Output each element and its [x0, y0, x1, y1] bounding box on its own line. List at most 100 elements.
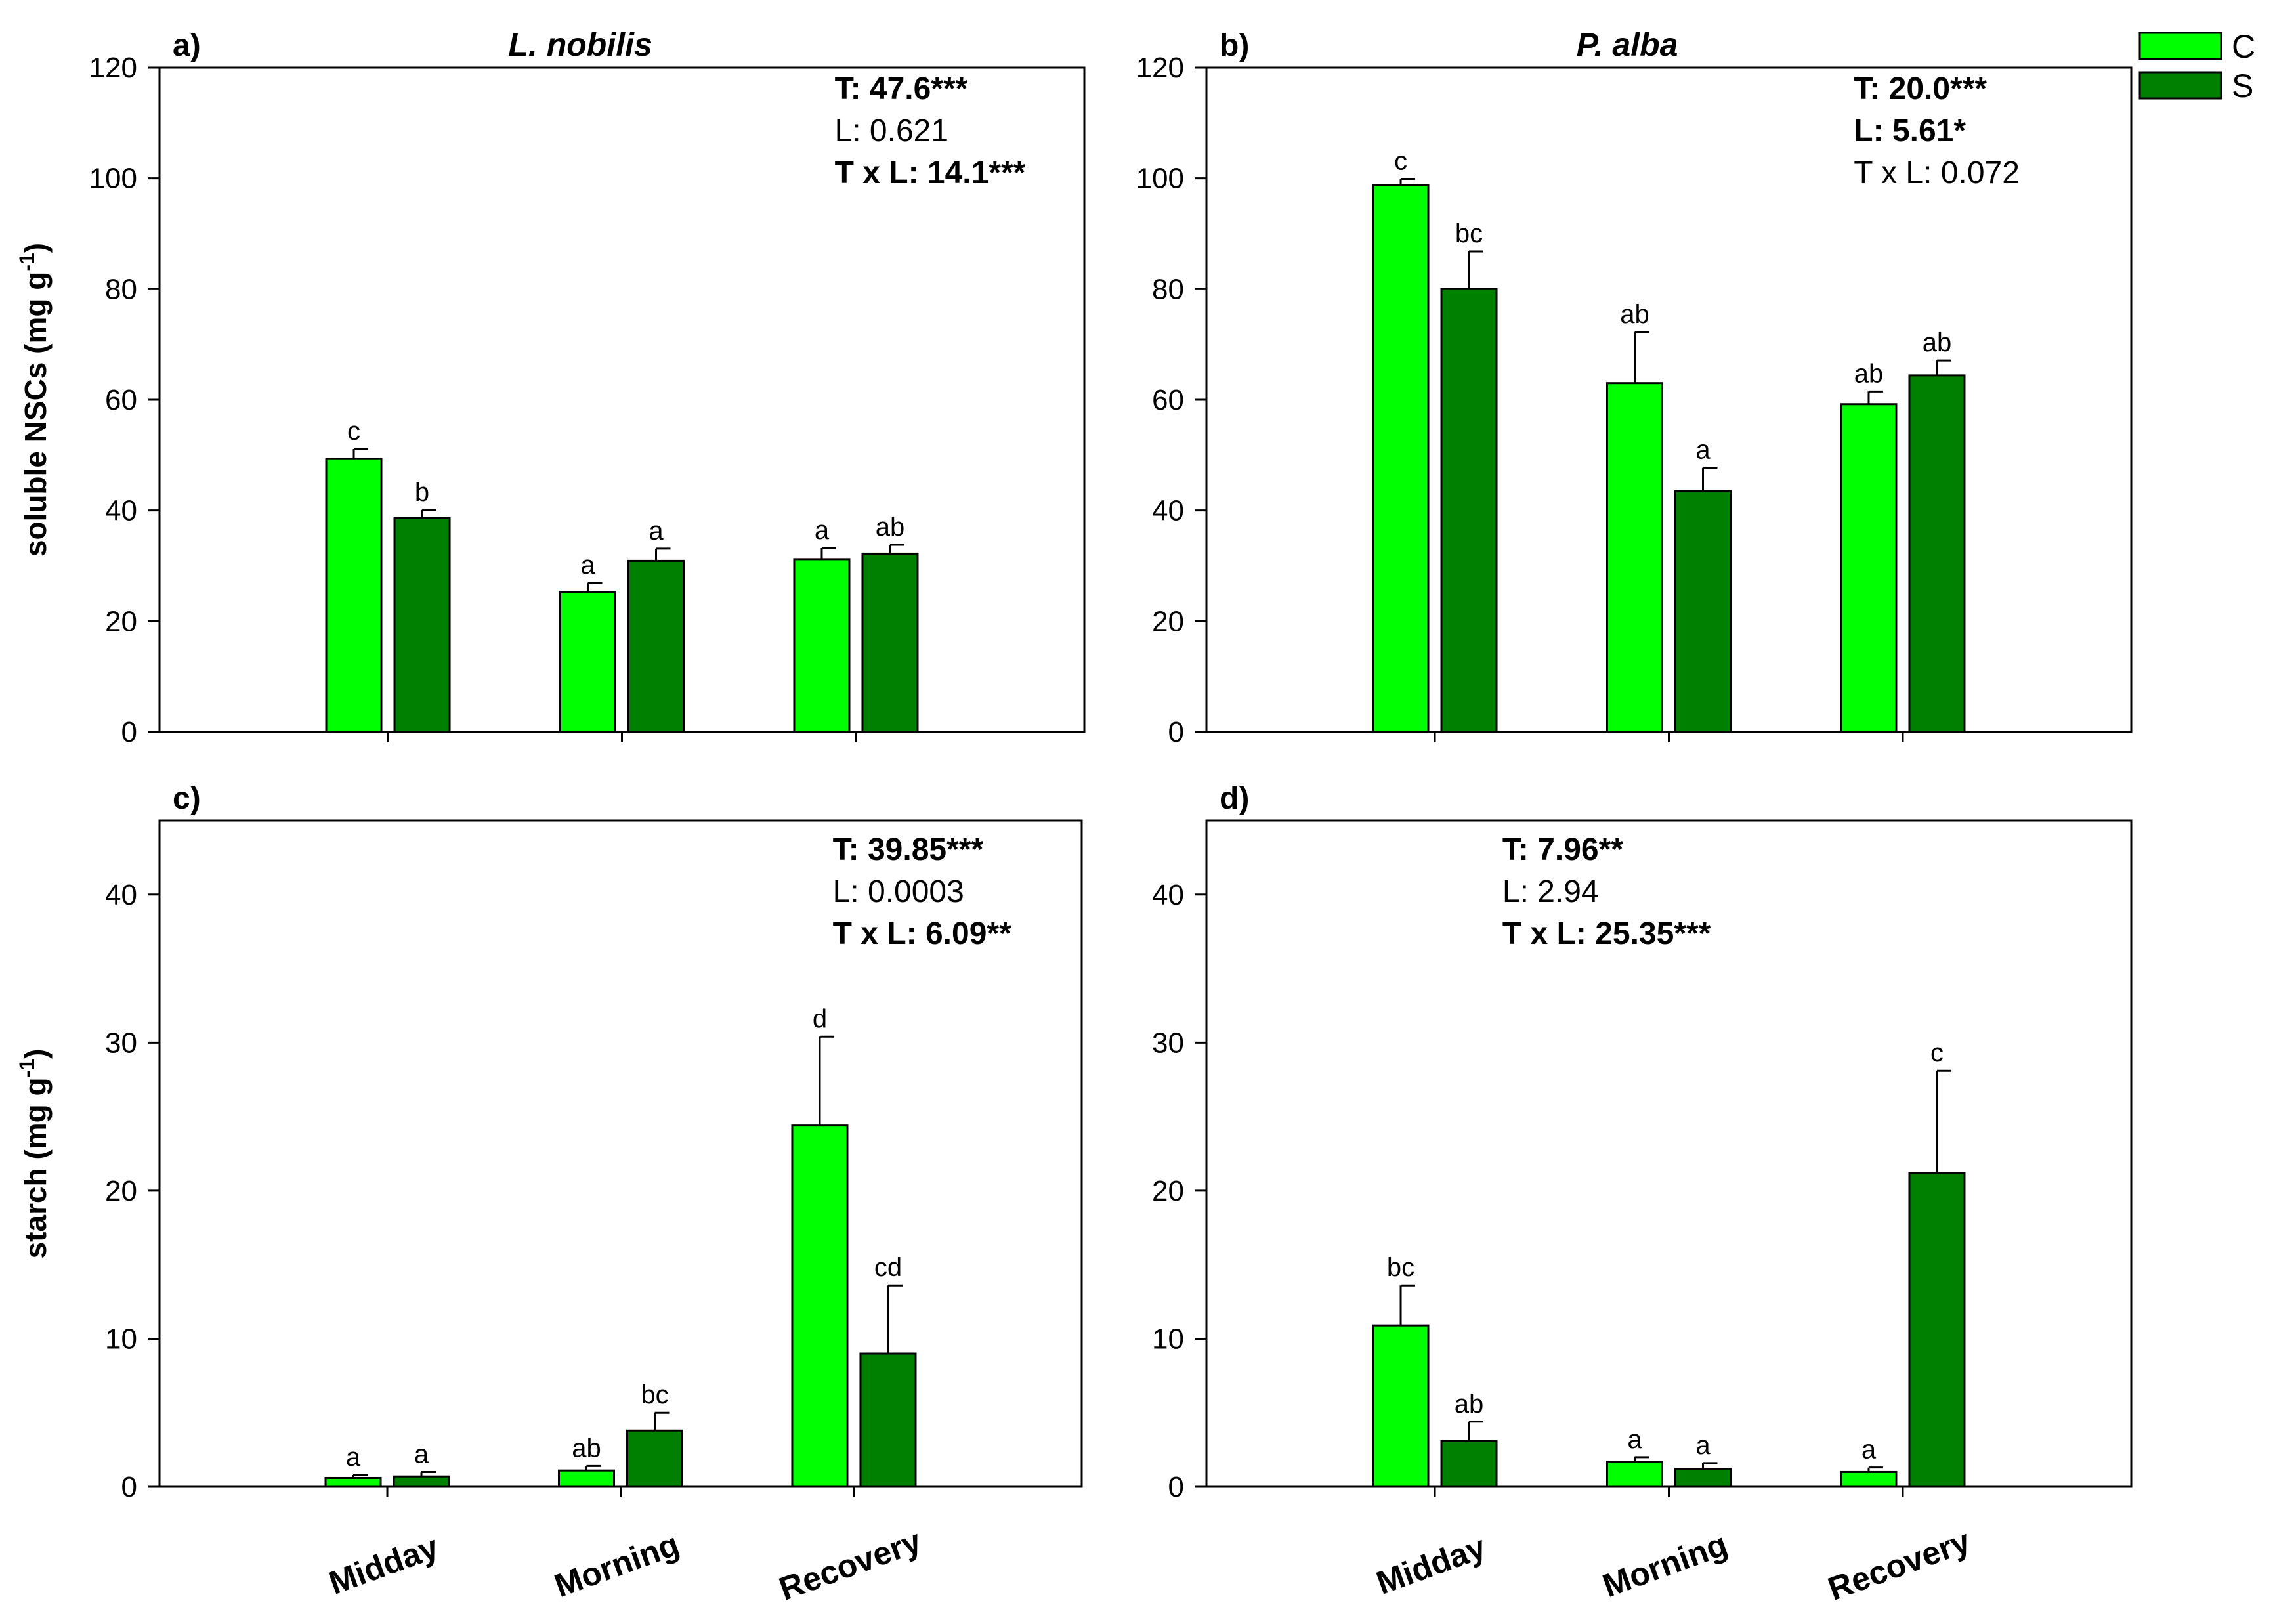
bar-C-recovery: [1840, 1470, 1898, 1488]
bar-S-midday: [1440, 288, 1498, 733]
y-tick-label: 80: [1152, 273, 1184, 305]
legend: CS: [2138, 28, 2255, 104]
panel-label: c): [173, 781, 201, 816]
x-category-label: Morning: [549, 1526, 683, 1604]
y-tick-label: 10: [105, 1323, 137, 1355]
stat-line: T: 7.96**: [1502, 832, 1623, 867]
legend-swatch-C: [2138, 32, 2222, 60]
significance-letter: cd: [874, 1253, 902, 1282]
bar-C-recovery: [1840, 403, 1898, 733]
bar-C-morning: [559, 591, 616, 733]
y-tick-label: 40: [1152, 879, 1184, 911]
bar-S-morning: [1674, 1468, 1732, 1488]
y-axis-label-main: starch (mg g: [18, 1077, 53, 1258]
significance-letter: a: [1695, 436, 1711, 465]
panel-title: P. alba: [1577, 26, 1678, 63]
y-tick-label: 120: [1136, 52, 1184, 84]
bar-C-morning: [1606, 1461, 1663, 1488]
stat-line: T: 47.6***: [835, 72, 968, 106]
panel-c: 0 10 20 30 40 c) starch (mg g-1) a a Midday ab bc Mo…: [15, 781, 1083, 1608]
y-axis-label: starch (mg g-1): [15, 1049, 53, 1259]
bar-S-recovery: [861, 552, 919, 733]
significance-letter: ab: [1923, 328, 1952, 357]
legend-swatch-S: [2138, 71, 2222, 100]
x-category-label: Recovery: [1823, 1522, 1975, 1608]
significance-letter: a: [1627, 1425, 1642, 1454]
bar-C-recovery: [793, 558, 851, 733]
significance-letter: c: [1930, 1038, 1944, 1067]
significance-letter: bc: [1387, 1253, 1414, 1282]
stat-line: T: 20.0***: [1854, 72, 1987, 106]
y-axis-label-close: ): [18, 1049, 53, 1059]
y-tick-label: 30: [105, 1027, 137, 1059]
significance-letter: a: [1861, 1436, 1877, 1464]
significance-letter: bc: [1455, 219, 1483, 248]
y-tick-label: 10: [1152, 1323, 1184, 1355]
significance-letter: b: [415, 478, 429, 507]
y-tick-label: 100: [1136, 163, 1184, 195]
y-tick-label: 80: [105, 273, 137, 305]
panel-label: b): [1220, 28, 1249, 63]
y-tick-label: 60: [105, 384, 137, 416]
y-tick-label: 120: [89, 52, 137, 84]
y-axis-label-sup: -1: [15, 1059, 39, 1077]
panel-a: 0 20 40 60 80 100 120 a) L. nobilis soluble NSCs …: [15, 26, 1086, 748]
y-tick-label: 0: [121, 1471, 137, 1503]
significance-letter: bc: [641, 1380, 668, 1409]
legend-label: S: [2232, 68, 2253, 104]
y-tick-label: 20: [1152, 1175, 1184, 1207]
y-tick-label: 40: [105, 879, 137, 911]
bar-S-recovery: [1908, 1172, 1966, 1488]
y-axis-label: soluble NSCs (mg g-1): [15, 243, 53, 557]
x-category-label: Midday: [324, 1528, 443, 1602]
stat-line: T x L: 14.1***: [835, 156, 1026, 190]
panel-title: L. nobilis: [508, 26, 652, 63]
bar-C-midday: [1372, 1324, 1430, 1488]
bar-S-midday: [393, 517, 451, 733]
y-axis-label-main: soluble NSCs (mg g: [18, 272, 53, 557]
panel-label: a): [173, 28, 201, 63]
y-tick-label: 100: [89, 163, 137, 195]
x-category-label: Morning: [1598, 1526, 1732, 1604]
significance-letter: ab: [1854, 359, 1884, 388]
significance-letter: ab: [1620, 300, 1649, 329]
significance-letter: a: [648, 517, 664, 545]
significance-letter: a: [1695, 1431, 1711, 1460]
bar-C-midday: [324, 1476, 382, 1488]
y-tick-label: 60: [1152, 384, 1184, 416]
y-tick-label: 40: [105, 495, 137, 527]
bar-S-midday: [393, 1475, 450, 1488]
significance-letter: ab: [572, 1434, 601, 1463]
stat-line: L: 2.94: [1502, 874, 1599, 909]
stat-line: T x L: 0.072: [1854, 156, 2020, 190]
bar-C-midday: [1372, 184, 1430, 733]
bar-S-midday: [1440, 1440, 1498, 1488]
y-tick-label: 0: [1168, 1471, 1184, 1503]
significance-letter: a: [815, 516, 830, 545]
significance-letter: ab: [1455, 1390, 1484, 1419]
significance-letter: a: [414, 1440, 429, 1468]
bar-S-morning: [626, 1429, 683, 1488]
panel-b: 0 20 40 60 80 100 120 b) P. alba c bc ab a ab ab T: 20.…: [1136, 26, 2133, 748]
stat-line: L: 0.621: [835, 114, 948, 148]
stat-line: T: 39.85***: [833, 832, 984, 867]
significance-letter: a: [346, 1443, 361, 1472]
bar-S-morning: [1674, 490, 1732, 733]
y-tick-label: 0: [121, 716, 137, 748]
bar-C-morning: [558, 1469, 615, 1488]
panel-label: d): [1220, 781, 1249, 816]
significance-letter: c: [1394, 147, 1407, 176]
y-tick-label: 20: [1152, 605, 1184, 637]
bar-S-recovery: [859, 1352, 917, 1488]
bar-C-midday: [325, 458, 383, 733]
y-tick-label: 40: [1152, 495, 1184, 527]
x-category-label: Midday: [1372, 1528, 1491, 1602]
significance-letter: a: [580, 551, 595, 580]
y-axis-label-sup: -1: [15, 253, 39, 271]
bar-C-morning: [1606, 382, 1663, 733]
panel-d: 0 10 20 30 40 d) bc ab Midday a a Morning a c Recovery…: [1152, 781, 2133, 1608]
bar-C-recovery: [791, 1124, 849, 1488]
y-tick-label: 0: [1168, 716, 1184, 748]
